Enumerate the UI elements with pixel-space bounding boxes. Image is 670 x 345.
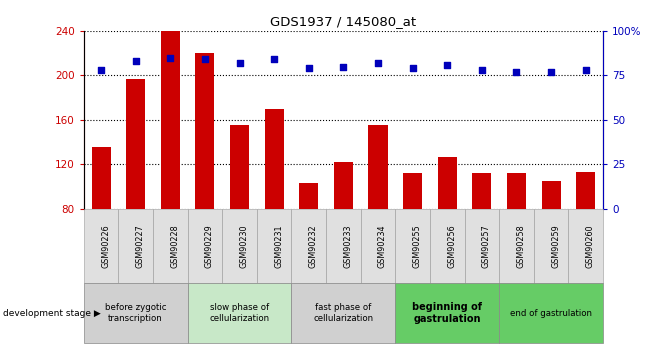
Point [476,67,487,73]
Text: GSM90226: GSM90226 [101,224,110,268]
Bar [92,147,111,297]
Text: GSM90258: GSM90258 [517,224,525,268]
Text: GSM90260: GSM90260 [586,224,595,268]
Point [546,69,557,75]
Point [165,55,176,60]
Point [511,69,522,75]
Point [373,60,383,66]
Text: GSM90228: GSM90228 [170,224,180,268]
Text: beginning of
gastrulation: beginning of gastrulation [412,302,482,324]
Bar [369,126,387,297]
Point [200,57,210,62]
Point [269,57,279,62]
Text: GSM90232: GSM90232 [309,224,318,268]
Point [442,62,453,68]
Bar [334,162,353,297]
Text: GSM90230: GSM90230 [240,224,249,268]
Point [338,64,348,69]
Bar [472,173,491,297]
Text: GSM90259: GSM90259 [551,224,560,268]
Title: GDS1937 / 145080_at: GDS1937 / 145080_at [270,16,417,29]
Text: GSM90229: GSM90229 [205,224,214,268]
Point [130,59,141,64]
Bar [230,126,249,297]
Bar [161,31,180,297]
Text: GSM90233: GSM90233 [344,224,352,268]
Text: GSM90234: GSM90234 [378,224,387,268]
Point [304,66,314,71]
Text: GSM90227: GSM90227 [135,224,145,268]
Bar [576,172,595,297]
Bar [265,109,283,297]
Bar [196,53,214,297]
Bar [541,181,561,297]
Text: slow phase of
cellularization: slow phase of cellularization [210,303,269,323]
Text: GSM90255: GSM90255 [413,224,421,268]
Bar [403,173,422,297]
Text: GSM90256: GSM90256 [448,224,456,268]
Text: fast phase of
cellularization: fast phase of cellularization [314,303,373,323]
Text: development stage ▶: development stage ▶ [3,308,101,318]
Bar [126,79,145,297]
Text: end of gastrulation: end of gastrulation [510,308,592,318]
Point [234,60,245,66]
Bar [438,157,457,297]
Point [580,67,591,73]
Text: before zygotic
transcription: before zygotic transcription [105,303,166,323]
Point [407,66,418,71]
Bar [299,183,318,297]
Text: GSM90257: GSM90257 [482,224,491,268]
Point [96,67,107,73]
Bar [507,173,526,297]
Text: GSM90231: GSM90231 [274,224,283,268]
